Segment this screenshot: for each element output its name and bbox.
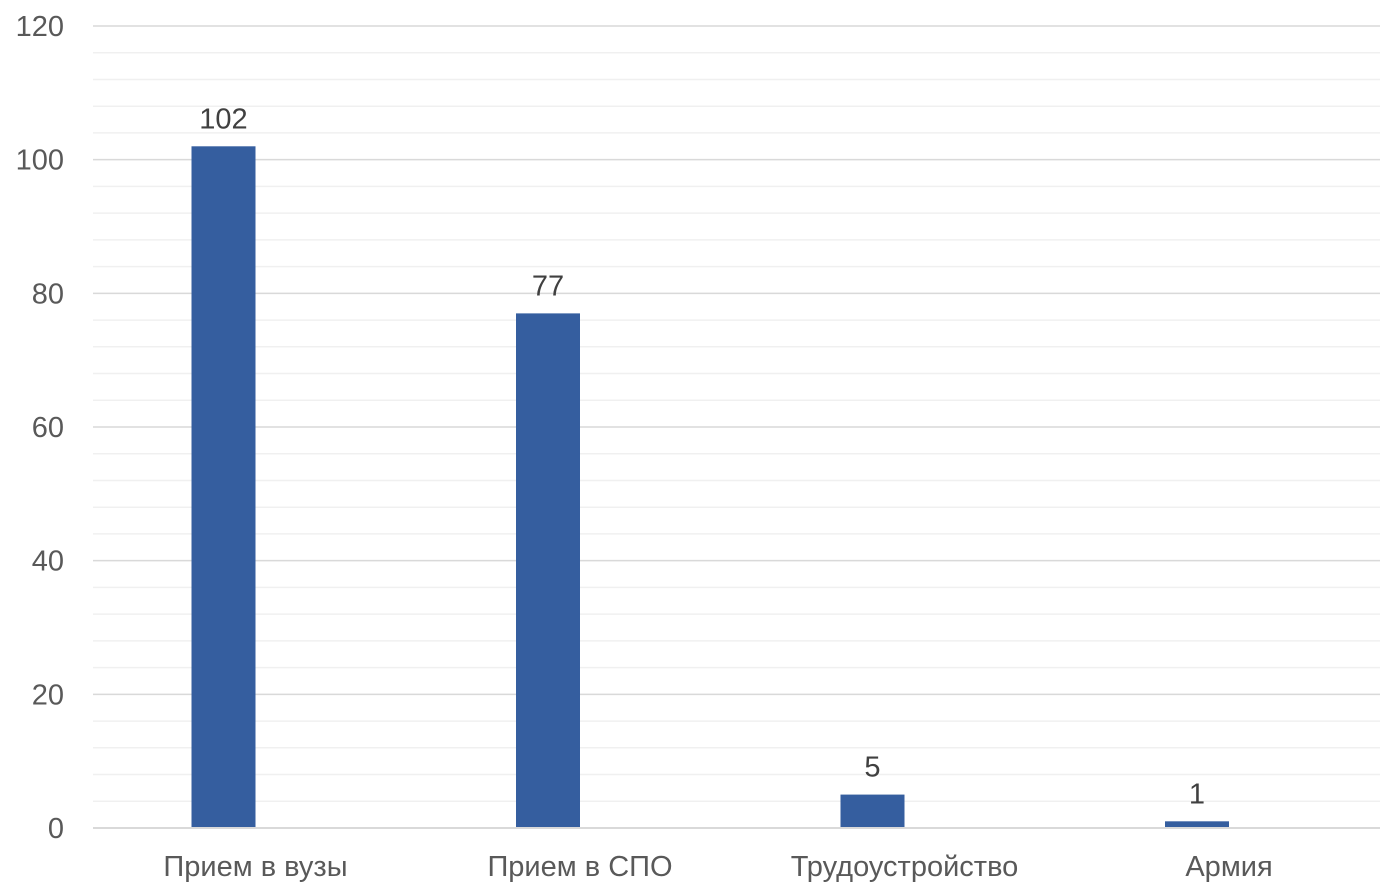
data-labels: 102 77 5 1 <box>199 103 1205 810</box>
x-category-label: Прием в вузы <box>163 851 347 883</box>
data-label: 102 <box>199 103 247 135</box>
y-tick-label: 60 <box>32 412 64 444</box>
x-category-label: Трудоустройство <box>791 851 1019 883</box>
minor-gridlines <box>93 51 1380 803</box>
x-axis-category-labels: Прием в вузы Прием в СПО Трудоустройство Ар… <box>163 851 1272 883</box>
data-label: 77 <box>532 270 564 302</box>
bar <box>191 146 256 829</box>
bar <box>1165 821 1229 828</box>
bar <box>516 313 580 829</box>
data-label: 5 <box>864 752 880 784</box>
x-category-label: Прием в СПО <box>487 851 672 883</box>
bar-series <box>191 146 1229 829</box>
y-axis-tick-labels: 0 20 40 60 80 100 120 <box>16 11 64 845</box>
x-category-label: Армия <box>1185 851 1272 883</box>
y-tick-label: 120 <box>16 11 64 43</box>
y-tick-label: 80 <box>32 278 64 310</box>
bar <box>840 794 905 828</box>
y-tick-label: 40 <box>32 546 64 578</box>
y-tick-label: 20 <box>32 679 64 711</box>
data-label: 1 <box>1189 778 1205 810</box>
major-gridlines <box>93 25 1380 696</box>
y-tick-label: 0 <box>48 813 64 845</box>
y-tick-label: 100 <box>16 145 64 177</box>
